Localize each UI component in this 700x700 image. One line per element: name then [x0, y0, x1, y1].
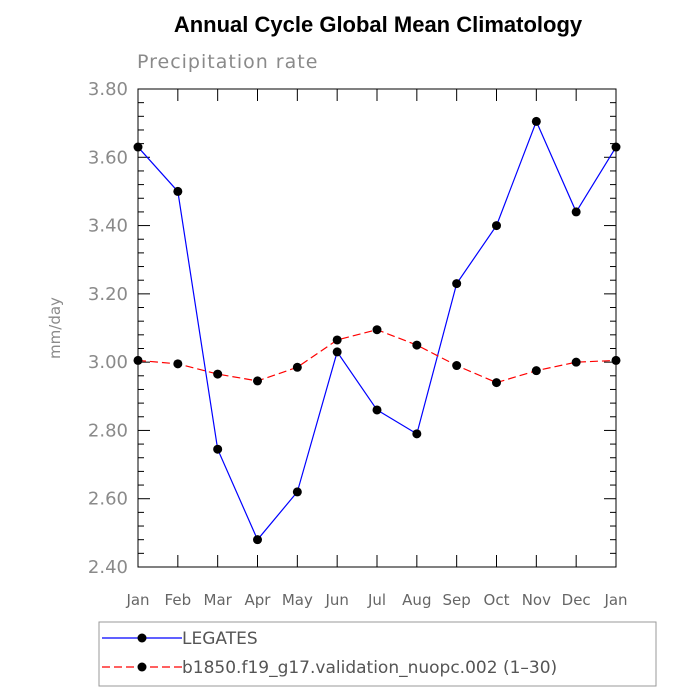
y-tick-label: 3.80 — [88, 79, 128, 100]
data-point-model — [611, 355, 621, 365]
y-tick-label: 2.80 — [88, 420, 128, 441]
data-point-legates — [571, 207, 581, 217]
x-tick-label: Jun — [324, 591, 348, 609]
data-point-legates — [173, 186, 183, 196]
y-tick-labels: 2.40 2.60 2.80 3.00 3.20 3.40 3.60 3.80 — [88, 79, 128, 578]
data-point-model — [292, 362, 302, 372]
chart-subtitle: Precipitation rate — [137, 51, 318, 73]
x-tick-label: Jan — [603, 591, 627, 609]
y-tick-label: 3.40 — [88, 216, 128, 237]
data-point-model — [173, 359, 183, 369]
y-tick-label: 3.20 — [88, 284, 128, 305]
series-group — [133, 116, 621, 545]
x-tick-label: Jan — [125, 591, 149, 609]
x-tick-label: Oct — [484, 591, 510, 609]
data-point-model — [492, 378, 501, 388]
data-point-model — [133, 355, 143, 365]
data-point-model — [253, 376, 262, 386]
x-tick-label: Jul — [367, 591, 386, 609]
data-point-legates — [452, 279, 462, 289]
x-tick-label: Dec — [562, 591, 591, 609]
data-point-model — [452, 361, 462, 371]
x-tick-label: Apr — [245, 591, 272, 609]
legend: LEGATES b1850.f19_g17.validation_nuopc.0… — [98, 621, 657, 687]
data-point-legates — [412, 429, 422, 439]
series-line-model — [137, 329, 617, 384]
legend-box — [98, 621, 657, 687]
legend-label-model: b1850.f19_g17.validation_nuopc.002 (1–30… — [182, 658, 557, 678]
x-tick-label: Aug — [402, 591, 431, 609]
x-tick-label: Mar — [204, 591, 233, 609]
x-tick-label: Nov — [522, 591, 551, 609]
y-axis-label: mm/day — [46, 297, 64, 359]
x-tick-label: Sep — [443, 591, 471, 609]
y-tick-label: 3.00 — [88, 352, 128, 373]
data-point-legates — [253, 535, 262, 545]
data-point-legates — [611, 142, 621, 152]
x-tick-label: Feb — [165, 591, 192, 609]
data-point-legates — [292, 487, 302, 497]
legend-label-legates: LEGATES — [182, 629, 258, 649]
data-point-model — [531, 366, 541, 376]
axis-ticks — [137, 88, 617, 568]
x-tick-label: May — [282, 591, 313, 609]
data-point-legates — [133, 142, 143, 152]
data-point-model — [571, 357, 581, 367]
chart-title: Annual Cycle Global Mean Climatology — [174, 12, 583, 37]
data-point-legates — [332, 347, 342, 357]
data-point-legates — [372, 405, 382, 415]
data-point-model — [412, 340, 422, 350]
data-point-model — [213, 369, 223, 379]
y-tick-label: 3.60 — [88, 147, 128, 168]
x-tick-labels: Jan Feb Mar Apr May Jun Jul Aug Sep Oct Nov Dec Jan — [125, 591, 627, 609]
y-tick-label: 2.40 — [88, 557, 128, 578]
legend-marker-legates — [137, 633, 147, 643]
data-point-model — [332, 335, 342, 345]
y-tick-label: 2.60 — [88, 489, 128, 510]
data-point-legates — [531, 116, 541, 126]
legend-marker-model — [137, 662, 147, 672]
data-point-model — [372, 325, 382, 335]
data-point-legates — [213, 444, 223, 454]
data-point-legates — [492, 221, 501, 231]
